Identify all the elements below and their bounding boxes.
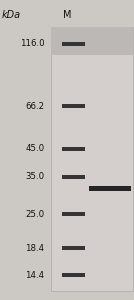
Bar (62, 147, 85, 151)
Text: 45.0: 45.0 (25, 144, 44, 153)
Bar (62, 42, 85, 46)
Text: 35.0: 35.0 (25, 172, 44, 181)
Bar (62, 175, 85, 179)
Bar (62, 246, 85, 250)
Text: 18.4: 18.4 (25, 244, 44, 253)
Bar (89, 186, 131, 191)
Bar (51, 27, 133, 55)
Text: 14.4: 14.4 (25, 271, 44, 280)
Text: 116.0: 116.0 (20, 39, 44, 48)
Text: 66.2: 66.2 (25, 102, 44, 111)
Bar (62, 273, 85, 278)
Bar (62, 212, 85, 216)
Text: kDa: kDa (1, 10, 21, 20)
Text: 25.0: 25.0 (25, 210, 44, 219)
Bar (62, 104, 85, 108)
Text: M: M (63, 10, 71, 20)
